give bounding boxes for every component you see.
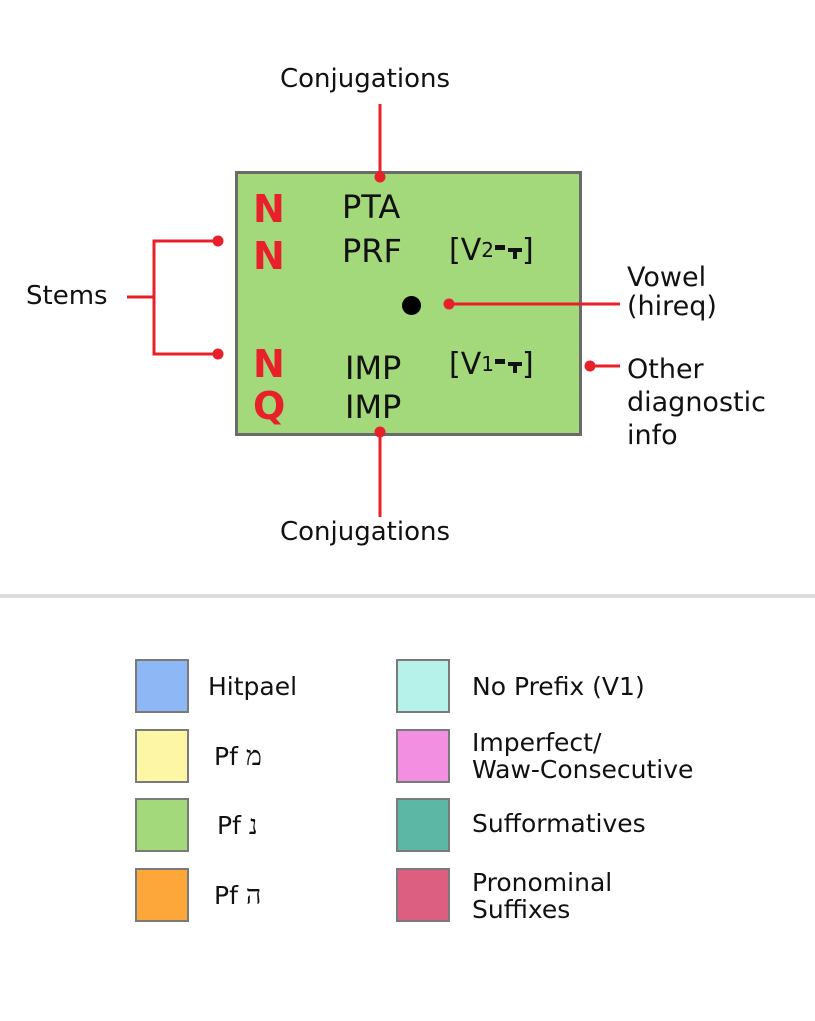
hebrew-mem-glyph: מ <box>245 741 262 772</box>
legend-pronominal-line-1: Pronominal <box>472 868 613 897</box>
stem-row-2: N <box>253 234 285 278</box>
legend-label-imperfect: Imperfect/ Waw-Consecutive <box>472 729 693 783</box>
dash-mark <box>494 245 505 250</box>
section-divider <box>0 594 815 598</box>
legend-swatch-pronominal <box>396 868 450 922</box>
legend-label-pf-he: Pf ה <box>214 882 261 909</box>
other-connector-dot <box>584 360 596 372</box>
conjugation-row-1: PTA <box>342 188 401 226</box>
other-diagnostic-label: Other diagnostic info <box>627 353 766 452</box>
legend-label-sufformatives: Sufformatives <box>472 809 646 838</box>
legend-imperfect-line-1: Imperfect/ <box>472 728 602 757</box>
stems-label: Stems <box>26 281 108 311</box>
stems-bracket <box>152 239 217 356</box>
legend-swatch-pf-mem <box>135 729 189 783</box>
legend-label-hitpael: Hitpael <box>208 672 298 701</box>
conjugation-row-2: PRF <box>342 232 402 270</box>
legend-pf-text: Pf <box>214 881 238 910</box>
legend-label-no-prefix: No Prefix (V1) <box>472 672 645 701</box>
qamets-mark <box>507 362 522 374</box>
top-conjugations-label: Conjugations <box>280 64 451 94</box>
top-connector-dot <box>374 171 386 183</box>
diagnostic-prefix: [V <box>449 233 482 268</box>
diagnostic-suffix: ] <box>521 233 534 268</box>
legend-swatch-pf-he <box>135 868 189 922</box>
stems-bracket-dot-bottom <box>212 348 224 360</box>
qamets-mark <box>507 248 522 260</box>
diagnostic-row-3: [V1] <box>449 347 534 382</box>
vowel-connector-dot <box>443 298 455 310</box>
dash-mark <box>494 359 505 364</box>
diagnostic-row-2: [V2] <box>449 233 534 268</box>
legend-label-pf-nun: Pf נ <box>217 812 258 839</box>
legend-imperfect-line-2: Waw-Consecutive <box>472 755 694 784</box>
conjugation-row-4: IMP <box>345 388 402 426</box>
stems-bracket-dot-top <box>212 235 224 247</box>
diagnostic-prefix: [V <box>449 347 482 382</box>
diagnostic-index: 1 <box>481 352 494 376</box>
legend-pronominal-line-2: Suffixes <box>472 895 571 924</box>
vowel-label-line-2: (hireq) <box>627 291 717 322</box>
legend-label-pronominal: Pronominal Suffixes <box>472 869 612 923</box>
legend-swatch-no-prefix <box>396 659 450 713</box>
stem-row-1: N <box>253 187 285 231</box>
connector-lines <box>127 104 620 517</box>
diagnostic-index: 2 <box>481 238 494 262</box>
other-label-line-1: Other <box>627 354 704 385</box>
legend-label-pf-mem: Pf מ <box>214 743 262 770</box>
legend-swatch-imperfect <box>396 729 450 783</box>
legend-pf-text: Pf <box>214 742 238 771</box>
other-label-line-2: diagnostic <box>627 387 766 418</box>
legend-swatch-hitpael <box>135 659 189 713</box>
stem-row-4: Q <box>253 384 286 428</box>
other-label-line-3: info <box>627 420 678 451</box>
hireq-dot <box>402 296 421 315</box>
legend-swatch-sufformatives <box>396 798 450 852</box>
vowel-label-line-1: Vowel <box>627 262 707 293</box>
hebrew-he-glyph: ה <box>245 880 262 911</box>
conjugation-row-3: IMP <box>345 349 402 387</box>
bottom-conjugations-label: Conjugations <box>280 517 451 547</box>
legend-swatch-pf-nun <box>135 798 189 852</box>
stem-row-3: N <box>253 342 285 386</box>
hebrew-nun-glyph: נ <box>248 810 258 841</box>
vowel-label: Vowel (hireq) <box>627 261 717 323</box>
diagnostic-suffix: ] <box>521 347 534 382</box>
bottom-connector-dot <box>374 426 386 438</box>
legend-pf-text: Pf <box>217 811 241 840</box>
